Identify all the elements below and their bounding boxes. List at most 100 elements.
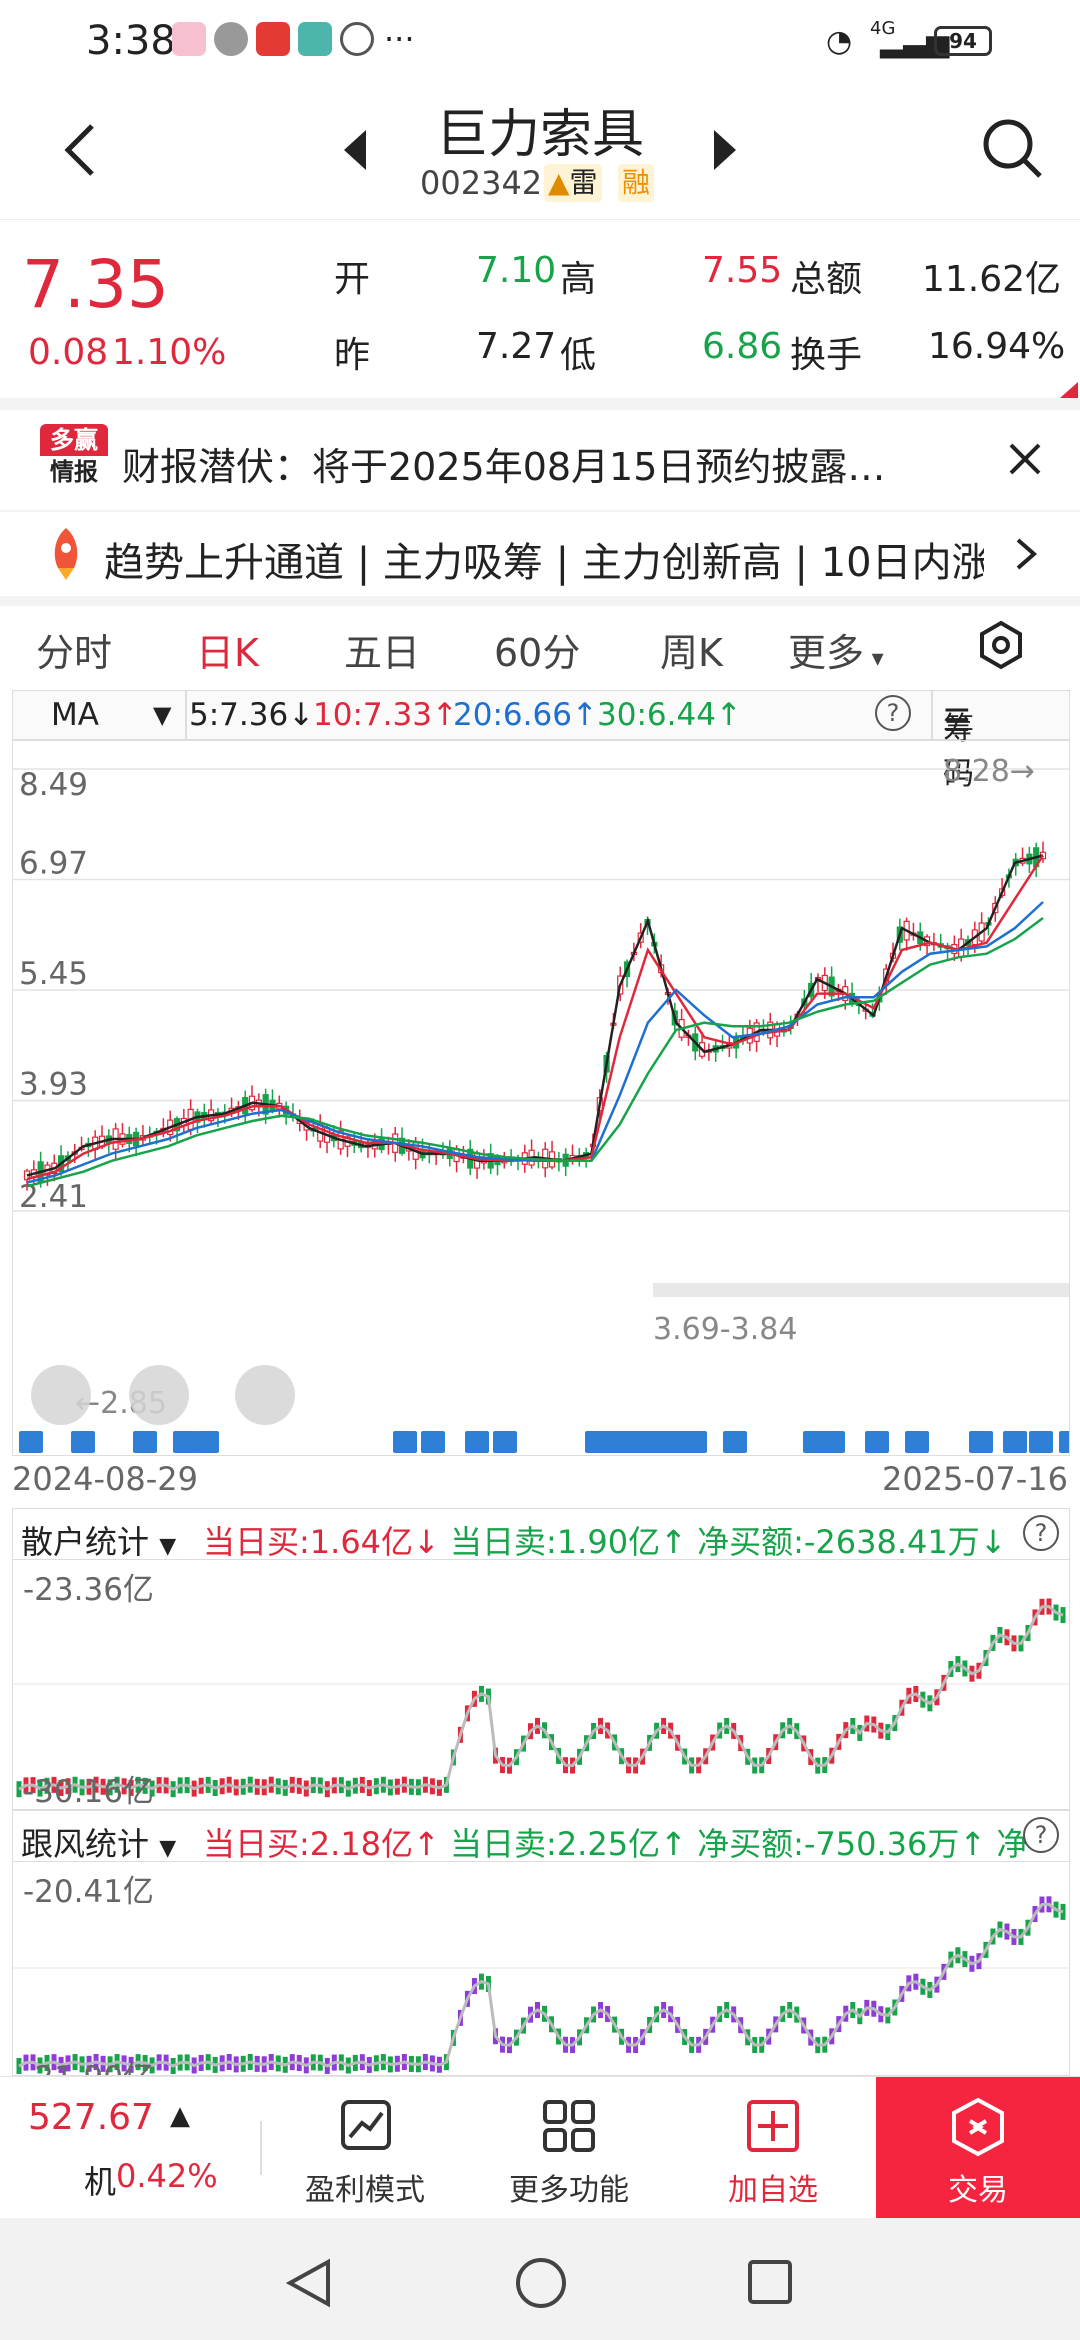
kline-chart[interactable]: 8.49 6.97 5.45 3.93 2.41 8.28→ ←2.85 3.69-3.84 <box>12 740 1080 1456</box>
tab-60min[interactable]: 60分 <box>494 631 581 675</box>
ma-line-30 <box>26 916 1044 1188</box>
stat-line <box>18 1902 1064 2068</box>
follow-stats-name: 跟风统计 <box>21 1825 150 1862</box>
trade-icon <box>952 2097 1004 2157</box>
tab-daily-k[interactable]: 日K <box>196 622 259 695</box>
retail-bottom-label: -30.16亿 <box>23 1774 154 1810</box>
status-time: 3:38 <box>86 18 176 64</box>
retail-stats-select[interactable]: 散户统计 ▼ <box>21 1517 176 1560</box>
ma30-value: 30:6.44↑ <box>597 697 742 733</box>
nav-home-icon[interactable] <box>514 2256 568 2310</box>
follow-stats-values: 当日买:2.18亿↑ 当日卖:2.25亿↑ 净买额:-750.36万↑ 净 <box>203 1819 1028 1862</box>
announcement-marker <box>969 1431 993 1453</box>
network-type: 4G <box>870 18 896 39</box>
high-annotation: 8.28→ <box>943 754 1035 789</box>
stock-code: 002342 <box>420 164 543 202</box>
announcement-marker <box>905 1431 929 1453</box>
notice-banner[interactable]: 多赢 情报 财报潜伏：将于2025年08月15日预约披露… <box>0 410 1080 510</box>
rocket-icon <box>54 528 78 580</box>
margin-tag[interactable]: 融 <box>618 164 655 202</box>
back-icon[interactable] <box>60 120 100 180</box>
amount-label: 总额 <box>790 259 863 300</box>
signal-ticker[interactable]: 趋势上升通道 | 主力吸筹 | 主力创新高 | 10日内涨 <box>0 512 1080 596</box>
help-icon[interactable]: ? <box>1023 1817 1059 1853</box>
add-watchlist-button[interactable]: 加自选 <box>688 2077 858 2219</box>
next-stock-icon[interactable] <box>710 128 740 172</box>
follow-sell: 当日卖:2.25亿↑ <box>450 1825 687 1862</box>
amount-value: 11.62亿 <box>922 259 1062 300</box>
retail-stats-chart[interactable]: -23.36亿 -30.16亿 <box>12 1560 1070 1810</box>
app-notification-icon <box>298 22 332 56</box>
high-label: 高 <box>560 259 597 300</box>
stat-line <box>18 1604 1064 1791</box>
tab-more[interactable]: 更多 ▾ <box>788 622 884 677</box>
logo-top: 多赢 <box>40 424 108 456</box>
nav-recents-icon[interactable] <box>746 2258 794 2306</box>
help-icon[interactable]: ? <box>875 695 911 731</box>
announcement-marker <box>19 1431 43 1453</box>
close-icon[interactable] <box>1008 442 1042 476</box>
wifi-icon: ◔ <box>826 24 853 59</box>
ma-line-20 <box>26 901 1044 1184</box>
nav-back-icon[interactable] <box>286 2258 332 2308</box>
gap-annotation: 3.69-3.84 <box>653 1312 797 1347</box>
announcement-marker <box>421 1431 445 1453</box>
follow-bottom-label: -21.90亿 <box>23 2052 154 2075</box>
indicator-select[interactable]: MA <box>51 697 99 733</box>
system-nav-bar <box>0 2218 1080 2340</box>
more-notifications-icon: ··· <box>384 20 415 58</box>
notice-text[interactable]: 财报潜伏：将于2025年08月15日预约披露… <box>122 445 886 489</box>
low-label: 低 <box>560 335 597 376</box>
follow-top-label: -20.41亿 <box>23 1874 154 1910</box>
section-divider <box>0 596 1080 606</box>
index-quote[interactable]: 527.67 ▲ 机 0.42% <box>0 2077 250 2219</box>
tab-five-day[interactable]: 五日 <box>344 631 421 675</box>
status-bar: 3:38 ··· ◔ 4G ▂▃▅ 94 <box>0 0 1080 84</box>
y-tick-label: 3.93 <box>19 1067 88 1103</box>
warning-tag[interactable]: ▲雷 <box>544 164 602 202</box>
gap-zone <box>653 1283 1069 1297</box>
search-icon[interactable] <box>980 116 1044 180</box>
y-tick-label: 8.49 <box>19 767 88 803</box>
prev-stock-icon[interactable] <box>340 128 370 172</box>
announcement-marker <box>605 1431 629 1453</box>
prev-close-value: 7.27 <box>476 326 557 367</box>
divider <box>931 691 933 739</box>
tab-intraday[interactable]: 分时 <box>36 631 113 675</box>
section-divider <box>0 510 1080 512</box>
battery-level: 94 <box>949 29 977 53</box>
price-change: 0.08 <box>28 332 109 373</box>
announcement-marker <box>493 1431 517 1453</box>
chart-trend-icon <box>341 2100 391 2150</box>
chevron-right-icon[interactable] <box>1014 536 1038 572</box>
help-icon[interactable]: ? <box>1023 1515 1059 1551</box>
index-pct: 0.42% <box>116 2157 218 2195</box>
high-value: 7.55 <box>702 250 783 291</box>
follow-stats-select[interactable]: 跟风统计 ▼ <box>21 1819 177 1862</box>
date-start: 2024-08-29 <box>12 1460 198 1498</box>
tab-weekly-k[interactable]: 周K <box>660 631 723 675</box>
caret-down-icon[interactable]: ▼ <box>153 701 172 729</box>
retail-top-label: -23.36亿 <box>23 1572 154 1608</box>
chips-label: 筹码 <box>943 711 974 792</box>
current-price: 7.35 <box>22 246 169 323</box>
profit-mode-label: 盈利模式 <box>305 2173 425 2208</box>
retail-stats-name: 散户统计 <box>21 1523 150 1560</box>
expand-corner-icon[interactable] <box>1060 382 1078 398</box>
more-functions-button[interactable]: 更多功能 <box>484 2077 654 2219</box>
caret-down-icon: ▼ <box>159 1836 177 1861</box>
announcement-marker <box>585 1431 609 1453</box>
announcement-marker <box>195 1431 219 1453</box>
retail-net: 净买额:-2638.41万↓ <box>697 1523 1007 1560</box>
ma20-value: 20:6.66↑ <box>453 697 598 733</box>
app-notification-icon <box>172 22 206 56</box>
profit-mode-button[interactable]: 盈利模式 <box>280 2077 450 2219</box>
settings-icon[interactable] <box>978 620 1024 670</box>
divider <box>260 2121 262 2175</box>
ma-line-5 <box>26 854 1044 1177</box>
trade-button[interactable]: 交易 <box>876 2077 1080 2219</box>
open-value: 7.10 <box>476 250 557 291</box>
follow-stats-chart[interactable]: -20.41亿 -21.90亿 <box>12 1862 1070 2076</box>
turnover-label: 换手 <box>790 335 863 376</box>
turnover-value: 16.94% <box>928 326 1066 367</box>
